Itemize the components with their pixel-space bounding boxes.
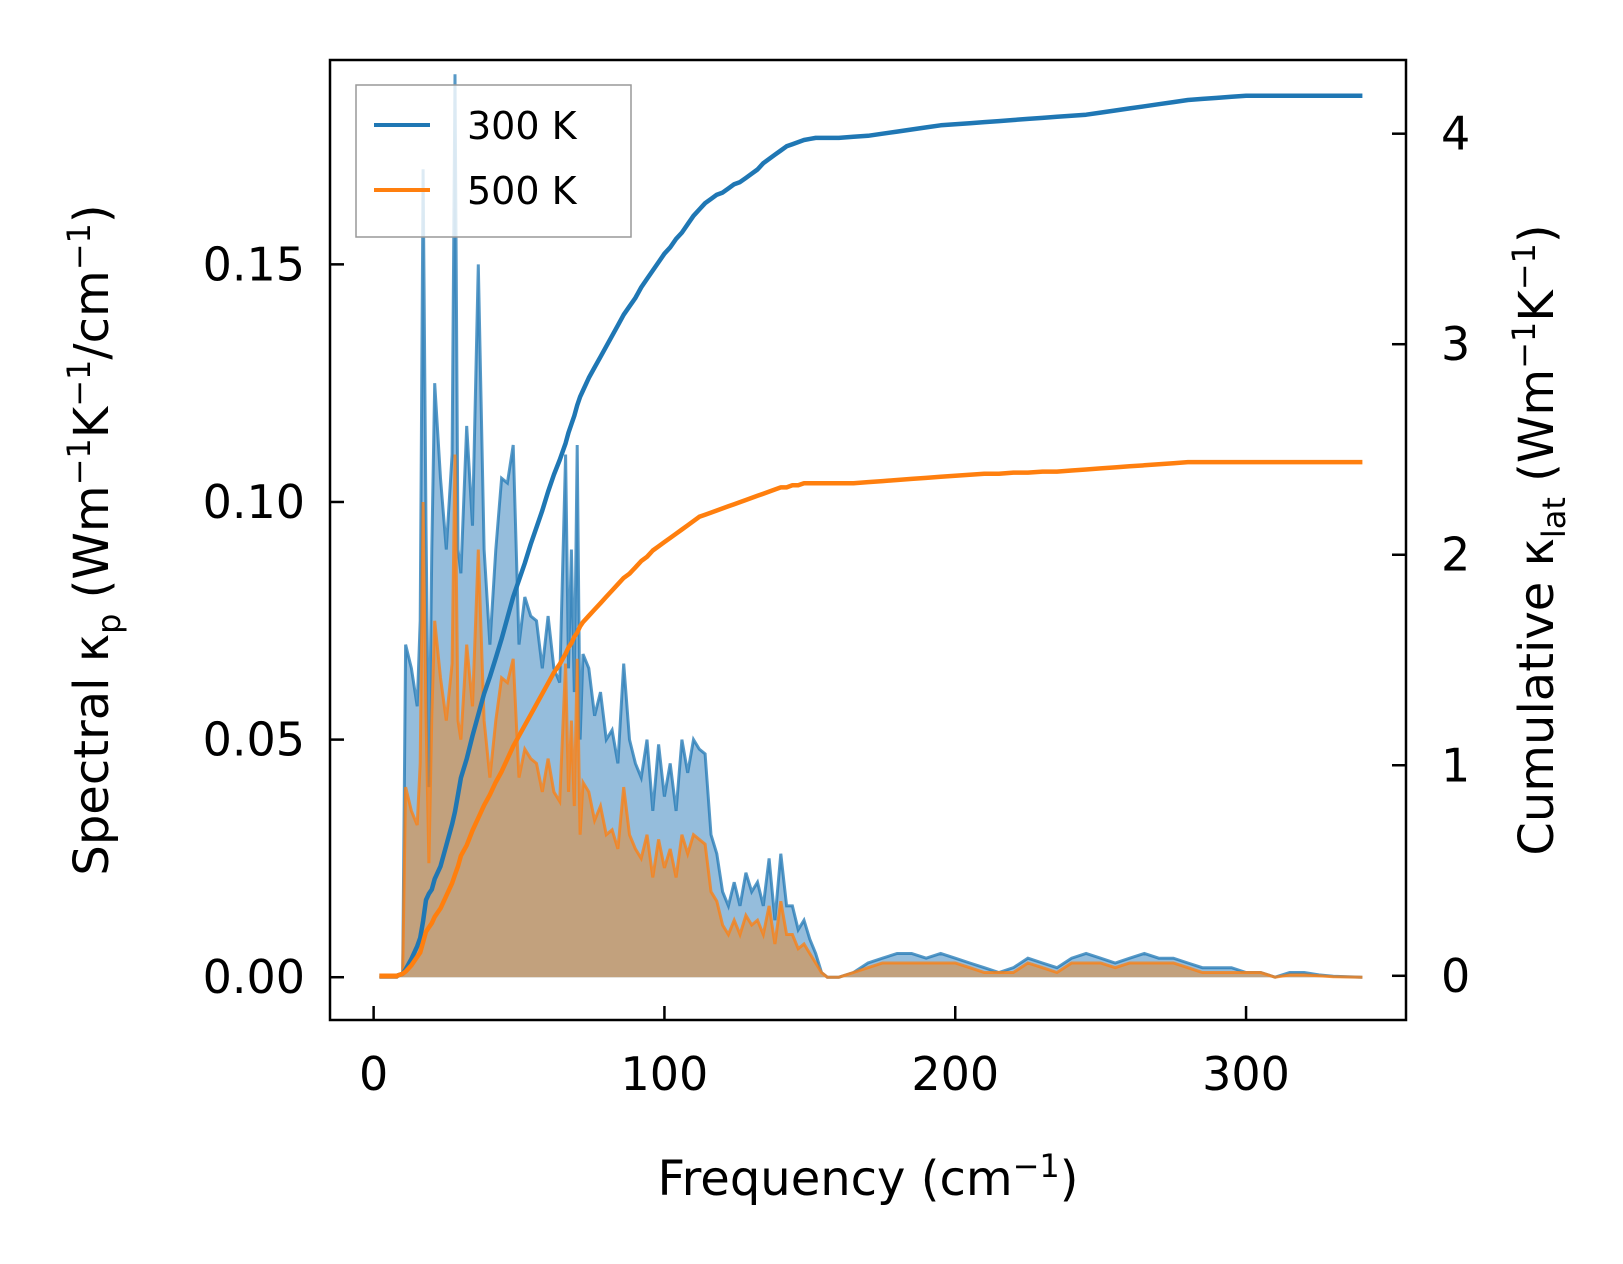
- x-axis-ticks: 0 100 200 300: [359, 1006, 1290, 1101]
- spectral-line-300K: [379, 74, 1363, 979]
- cumulative-line-500K: [379, 459, 1363, 979]
- x-tick-label: 200: [911, 1047, 999, 1101]
- spectral-area-300K: [379, 74, 1363, 978]
- y-left-axis-title: Spectral κp (Wm−1K−1/cm−1): [60, 204, 128, 875]
- y-right-tick-label: 0: [1441, 949, 1470, 1003]
- y-left-tick-label: 0.15: [203, 237, 305, 291]
- y-right-axis-ticks: 0 1 2 3 4: [1392, 107, 1470, 1003]
- y-left-tick-label: 0.00: [203, 950, 305, 1004]
- cumulative-line-300K: [379, 93, 1363, 979]
- legend-label-500K: 500 K: [467, 169, 578, 213]
- y-left-axis-ticks: 0.00 0.05 0.10 0.15: [203, 237, 344, 1004]
- series-line-group: [379, 93, 1363, 979]
- x-tick-label: 0: [359, 1047, 388, 1101]
- legend-label-300K: 300 K: [467, 104, 578, 148]
- spectral-area-500K: [379, 454, 1363, 978]
- y-right-axis-title: Cumulative κlat (Wm−1K−1): [1505, 224, 1573, 855]
- y-left-tick-label: 0.10: [203, 475, 305, 529]
- y-right-tick-label: 1: [1441, 738, 1470, 792]
- x-tick-label: 100: [621, 1047, 709, 1101]
- y-left-tick-label: 0.05: [203, 713, 305, 767]
- legend: 300 K 500 K: [355, 84, 632, 238]
- y-right-tick-label: 2: [1441, 528, 1470, 582]
- spectral-line-500K: [379, 454, 1363, 979]
- legend-box: [355, 84, 632, 238]
- x-tick-label: 300: [1202, 1047, 1290, 1101]
- y-right-tick-label: 3: [1441, 317, 1470, 371]
- y-right-tick-label: 4: [1441, 107, 1470, 161]
- plot-frame: [328, 58, 1408, 1022]
- x-axis-title: Frequency (cm−1): [657, 1147, 1078, 1207]
- spectral-fill-group: [379, 74, 1363, 979]
